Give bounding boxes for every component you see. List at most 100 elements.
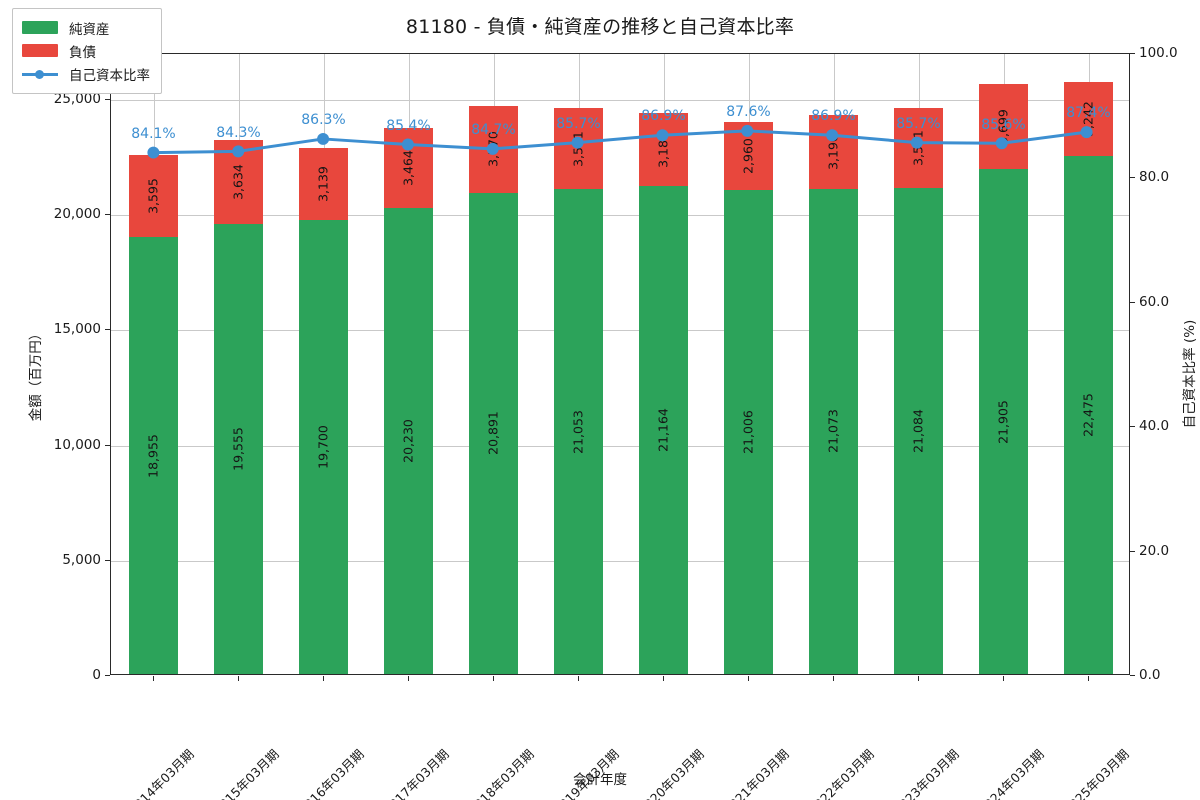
equity-ratio-value-label: 85.7% — [896, 115, 941, 132]
bar-segment-equity[interactable]: 20,891 — [468, 192, 519, 674]
bar-segment-equity[interactable]: 21,164 — [638, 186, 689, 674]
bar-group[interactable]: 20,8913,770 — [468, 52, 519, 674]
bar-segment-liability[interactable]: 3,139 — [298, 147, 349, 221]
equity-ratio-value-label: 84.1% — [131, 125, 176, 142]
equity-ratio-marker[interactable] — [232, 145, 245, 158]
y-axis-right-tick-label: 20.0 — [1139, 542, 1170, 559]
bar-group[interactable]: 21,006 2,960 — [723, 52, 774, 674]
equity-ratio-marker[interactable] — [910, 136, 923, 149]
bar-segment-liability[interactable]: 3,699 — [978, 84, 1029, 170]
equity-ratio-value-label: 87.6% — [726, 104, 771, 121]
equity-ratio-value-label: 86.9% — [811, 108, 856, 125]
bar-segment-liability[interactable]: 3,187 — [638, 113, 689, 187]
equity-ratio-marker[interactable] — [1080, 126, 1093, 139]
bar-group[interactable]: 20,230 3,464 — [383, 52, 434, 674]
y-axis-right-tick-mark — [1130, 301, 1135, 303]
y-axis-right-tick-label: 100.0 — [1139, 45, 1178, 61]
y-axis-left-title: 金額（百万円） — [28, 326, 44, 422]
y-axis-left-tick-mark — [105, 329, 110, 331]
bar-segment-equity[interactable]: 18,955 — [128, 237, 179, 674]
gridline-horizontal — [111, 560, 1129, 562]
legend-line-marker-icon — [22, 67, 58, 80]
y-axis-left-tick-label: 10,000 — [53, 436, 101, 453]
bar-segment-equity[interactable]: 21,084 — [893, 188, 944, 674]
bar-group[interactable]: 21,905 3,699 — [978, 52, 1029, 674]
equity-ratio-value-label: 84.7% — [471, 122, 516, 139]
y-axis-left-tick-label: 5,000 — [62, 551, 101, 568]
y-axis-left-tick-label: 25,000 — [53, 91, 101, 108]
equity-ratio-value-label: 84.3% — [216, 124, 261, 141]
bar-segment-liability[interactable]: 3,242 — [1063, 81, 1114, 157]
legend-color-swatch — [22, 44, 58, 57]
bar-segment-equity[interactable]: 20,230 — [383, 207, 434, 674]
gridline-horizontal — [111, 445, 1129, 447]
bar-group[interactable]: 22,475 3,242 — [1063, 52, 1114, 674]
bar-segment-liability[interactable]: 3,190 — [808, 115, 859, 189]
bar-group[interactable]: 21,053 3,501 — [553, 52, 604, 674]
equity-ratio-value-label: 86.3% — [301, 112, 346, 129]
x-axis-tick-mark — [152, 676, 154, 681]
legend-item-label: 純資産 — [69, 21, 110, 38]
x-axis-tick-mark — [662, 676, 664, 681]
x-axis-tick-mark — [407, 676, 409, 681]
equity-ratio-value-label: 85.4% — [386, 117, 431, 134]
bar-segment-equity[interactable]: 19,555 — [213, 223, 264, 674]
bar-segment-liability[interactable]: 3,501 — [553, 108, 604, 190]
chart-title: 81180 - 負債・純資産の推移と自己資本比率 — [405, 16, 795, 38]
legend-item[interactable]: 負債 — [22, 39, 150, 62]
equity-ratio-marker[interactable] — [571, 136, 584, 149]
legend-item[interactable]: 自己資本比率 — [22, 62, 150, 85]
x-axis-tick-mark — [237, 676, 239, 681]
y-axis-right-tick-label: 40.0 — [1139, 418, 1170, 435]
y-axis-right-tick-mark — [1130, 426, 1135, 428]
bar-segment-liability[interactable]: 3,595 — [128, 154, 179, 238]
bar-segment-equity[interactable]: 22,475 — [1063, 156, 1114, 674]
bar-group[interactable]: 19,700 3,139 — [298, 52, 349, 674]
x-axis-tick-mark — [747, 676, 749, 681]
y-axis-left-tick-label: 0 — [92, 667, 101, 683]
x-axis-tick-mark — [322, 676, 324, 681]
x-axis-tick-mark — [1002, 676, 1004, 681]
equity-ratio-marker[interactable] — [317, 132, 330, 145]
y-axis-left-tick-mark — [105, 99, 110, 101]
y-axis-right-tick-label: 0.0 — [1139, 667, 1161, 683]
y-axis-right-tick-mark — [1130, 675, 1135, 676]
x-axis-tick-mark — [577, 676, 579, 681]
equity-ratio-marker[interactable] — [826, 129, 839, 142]
equity-ratio-marker[interactable] — [486, 142, 499, 155]
legend-item-label: 負債 — [69, 44, 96, 61]
equity-ratio-value-label: 87.4% — [1066, 105, 1111, 122]
bar-segment-equity[interactable]: 21,006 — [723, 190, 774, 674]
equity-ratio-line-layer — [147, 124, 1093, 159]
bar-segment-equity[interactable]: 19,700 — [298, 220, 349, 674]
x-axis-tick-mark — [492, 676, 494, 681]
x-axis-title: 会計年度 — [573, 772, 627, 788]
equity-ratio-value-label: 85.7% — [556, 115, 601, 132]
equity-ratio-value-label: 85.6% — [981, 116, 1026, 133]
bar-group[interactable]: 18,955 3,595 — [128, 52, 179, 674]
bar-segment-equity[interactable]: 21,073 — [808, 188, 859, 674]
y-axis-right-tick-mark — [1130, 177, 1135, 179]
y-axis-left-tick-mark — [105, 444, 110, 446]
equity-ratio-marker[interactable] — [995, 137, 1008, 150]
y-axis-left-tick-label: 15,000 — [53, 321, 101, 338]
bars-layer: 18,955 3,595 19,555 3,634 19,700 3,139 20,230 3… — [111, 54, 1129, 674]
percent-labels-layer: 84.1% 84.3% 86.3% 85.4% 84.7% 85.7% 86.9% 87.6%… — [111, 54, 1129, 674]
bar-segment-equity[interactable]: 21,053 — [553, 189, 604, 674]
x-axis-tick-mark — [917, 676, 919, 681]
plot-area: 18,955 3,595 19,555 3,634 19,700 3,139 20,230 3… — [110, 53, 1130, 675]
equity-ratio-marker[interactable] — [401, 138, 414, 151]
equity-ratio-marker[interactable] — [147, 146, 160, 159]
equity-ratio-marker[interactable] — [656, 129, 669, 142]
bar-group[interactable]: 21,073 3,190 — [808, 52, 859, 674]
equity-ratio-marker[interactable] — [741, 124, 754, 137]
bar-group[interactable]: 19,555 3,634 — [213, 52, 264, 674]
equity-ratio-line — [153, 129, 1087, 155]
legend-color-swatch — [22, 21, 58, 34]
y-axis-right-tick-mark — [1130, 550, 1135, 552]
legend-item[interactable]: 純資産 — [22, 16, 150, 39]
bar-group[interactable]: 21,164 3,187 — [638, 52, 689, 674]
y-axis-right-tick-label: 60.0 — [1139, 293, 1170, 310]
y-axis-left-tick-mark — [105, 559, 110, 561]
bar-segment-equity[interactable]: 21,905 — [978, 169, 1029, 674]
